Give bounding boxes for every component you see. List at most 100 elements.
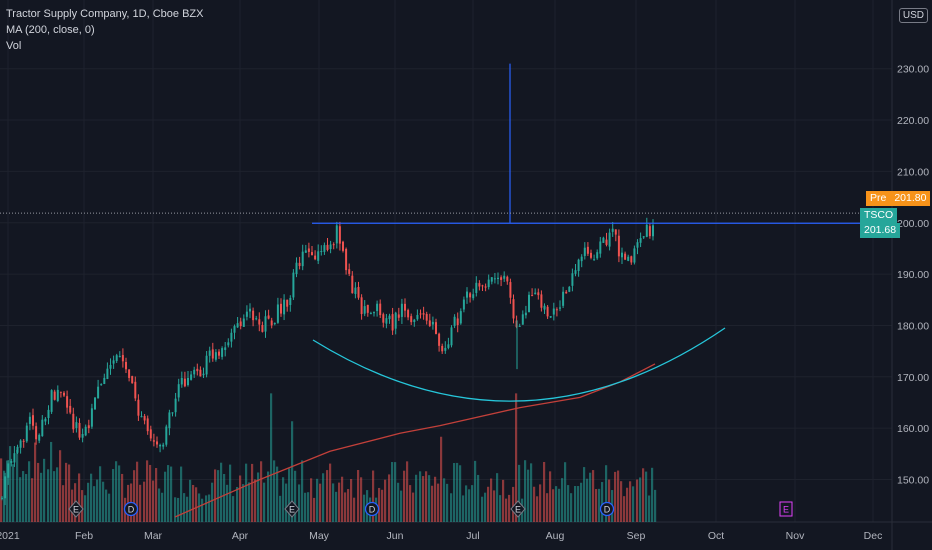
candle-body (100, 384, 103, 386)
volume-bar (50, 441, 53, 522)
volume-bar (270, 393, 273, 522)
volume-bar (291, 421, 294, 522)
candle-body (453, 316, 456, 326)
volume-bar (257, 472, 260, 522)
volume-bar (43, 458, 46, 522)
volume-bar (440, 436, 443, 522)
chart-legend: Tractor Supply Company, 1D, Cboe BZX MA … (6, 6, 203, 54)
candle-body (304, 250, 307, 253)
volume-bar (558, 488, 561, 522)
candle-body (13, 453, 16, 463)
candle-body (481, 285, 484, 287)
volume-bar (149, 464, 152, 522)
candle-body (537, 292, 540, 296)
candle-body (559, 307, 561, 309)
volume-bar (223, 473, 226, 522)
volume-bar (59, 450, 62, 522)
candle-body (177, 384, 180, 398)
volume-bar (533, 486, 536, 522)
candle-body (35, 426, 38, 440)
price-tick-label: 150.00 (897, 475, 929, 487)
candle-body (466, 291, 468, 298)
volume-bar (201, 498, 204, 522)
volume-bar (632, 486, 635, 522)
volume-bar (549, 471, 552, 522)
volume-bar (205, 495, 208, 522)
candle-body (503, 275, 506, 279)
candle-body (652, 225, 654, 237)
candle-body (218, 351, 220, 356)
candle-body (4, 476, 7, 499)
volume-bar (415, 474, 418, 522)
volume-bar (198, 493, 201, 522)
volume-bar (108, 493, 111, 522)
candle-body (56, 389, 59, 401)
candle-body (500, 277, 503, 280)
volume-bar (146, 460, 149, 522)
volume-bar (105, 489, 108, 522)
candle-body (44, 418, 47, 422)
volume-bar (400, 490, 403, 522)
candle-body (205, 355, 208, 375)
ticker-label: TSCO (860, 208, 898, 223)
volume-bar (431, 485, 434, 522)
candle-body (261, 325, 264, 332)
volume-bar (276, 466, 279, 522)
volume-bar (502, 479, 505, 522)
volume-bar (474, 460, 477, 522)
volume-bar (298, 484, 301, 522)
volume-bar (595, 489, 598, 522)
candle-body (292, 272, 295, 298)
volume-bar (508, 494, 511, 522)
volume-bar (651, 467, 654, 522)
volume-bar (608, 479, 611, 522)
candle-body (162, 444, 165, 447)
upcoming-earnings-marker (779, 501, 793, 517)
candle-body (373, 312, 375, 314)
volume-bar (583, 467, 586, 522)
candle-body (435, 322, 437, 334)
volume-bar (102, 481, 105, 522)
candle-body (645, 224, 648, 237)
candle-body (196, 368, 199, 372)
candle-body (264, 316, 267, 332)
volume-bar (68, 464, 71, 522)
volume-bar (65, 462, 68, 522)
volume-bar (170, 466, 173, 522)
volume-bar (267, 471, 270, 522)
volume-bar (279, 495, 282, 522)
candle-body (63, 392, 65, 396)
volume-bar (530, 463, 533, 522)
volume-bar (391, 462, 394, 522)
volume-bar (53, 471, 56, 522)
candle-body (199, 369, 202, 377)
volume-bar (16, 449, 19, 522)
candle-body (580, 256, 583, 262)
candle-body (379, 303, 382, 316)
volume-bar (164, 471, 167, 522)
last-price-value: 201.68 (860, 223, 901, 238)
candle-body (41, 419, 44, 437)
candle-body (363, 306, 366, 314)
candle-body (187, 377, 189, 386)
volume-bar (90, 473, 93, 522)
candle-body (190, 374, 193, 380)
candle-body (267, 315, 270, 319)
volume-bar (112, 469, 115, 522)
volume-bar (490, 478, 493, 522)
candle-body (66, 396, 69, 408)
candle-body (19, 440, 22, 448)
candle-body (280, 303, 282, 314)
candle-body (543, 305, 546, 310)
candle-body (577, 259, 580, 271)
candle-body (242, 318, 245, 327)
currency-button[interactable]: USD (898, 8, 928, 23)
pre-label: Pre (866, 191, 891, 206)
candle-body (137, 399, 140, 416)
price-tick-label: 210.00 (897, 166, 929, 178)
volume-bar (6, 460, 9, 522)
candle-body (258, 319, 261, 325)
volume-bar (220, 462, 223, 522)
pre-value: 201.80 (890, 191, 931, 206)
